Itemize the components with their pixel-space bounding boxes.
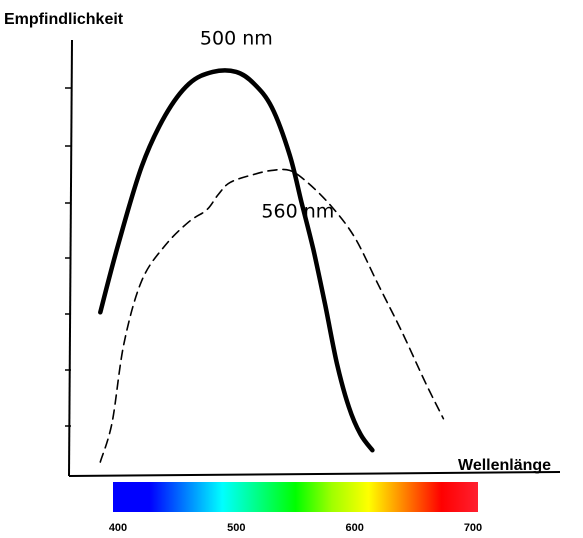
series-line-dashed [99,168,445,463]
y-axis-ticks [65,87,71,427]
series-line-solid [98,68,375,453]
x-tick-label: 600 [345,522,363,534]
x-tick-label: 500 [227,522,245,534]
y-axis-label: Empfindlichkeit [4,11,124,28]
annotations: 500 nm 560 nm [200,27,334,222]
x-tick-label: 700 [464,522,482,534]
x-axis [68,471,561,477]
x-axis-label: Wellenlänge [458,457,551,474]
x-tick-label: 400 [109,522,127,534]
x-axis-ticks: 400 500 600 700 [109,522,482,534]
peak-annotation: 500 nm [200,27,273,49]
peak-annotation: 560 nm [261,201,334,223]
spectrum-bar [113,482,478,512]
series-layer [98,68,445,463]
